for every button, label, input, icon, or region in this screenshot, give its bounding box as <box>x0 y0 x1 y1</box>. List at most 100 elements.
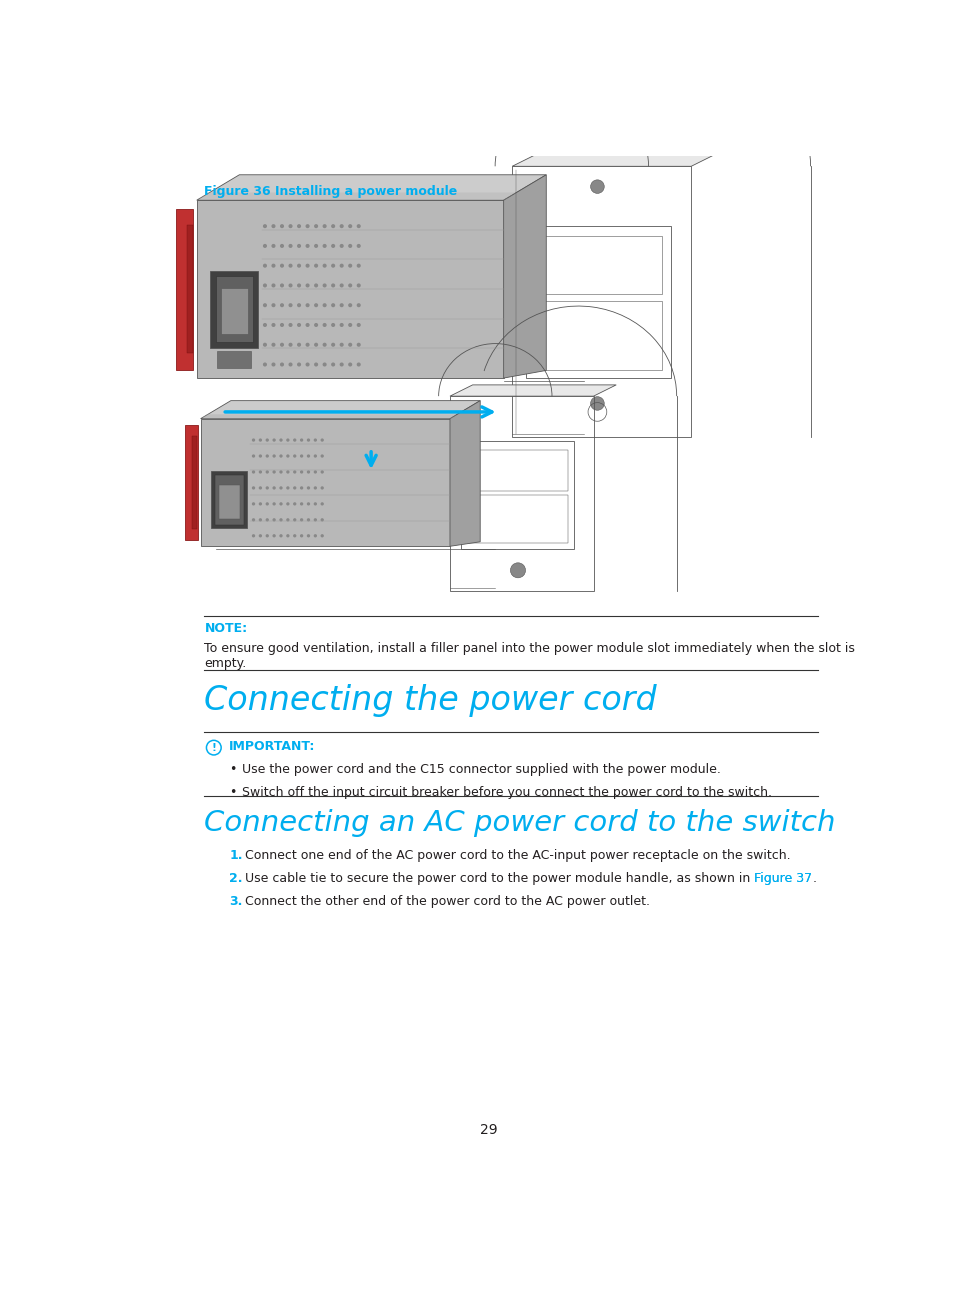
Circle shape <box>279 342 284 347</box>
Circle shape <box>314 470 316 473</box>
Circle shape <box>296 244 301 248</box>
Circle shape <box>258 455 262 457</box>
Circle shape <box>288 284 293 288</box>
Circle shape <box>305 342 310 347</box>
Polygon shape <box>503 175 546 378</box>
Text: IMPORTANT:: IMPORTANT: <box>229 740 315 753</box>
Circle shape <box>279 224 284 228</box>
Circle shape <box>299 534 303 538</box>
Circle shape <box>263 244 267 248</box>
Circle shape <box>314 342 317 347</box>
Circle shape <box>322 323 326 327</box>
Text: Figure 36 Installing a power module: Figure 36 Installing a power module <box>204 185 457 198</box>
Circle shape <box>279 323 284 327</box>
Circle shape <box>356 284 360 288</box>
Circle shape <box>356 342 360 347</box>
Circle shape <box>286 518 289 521</box>
Circle shape <box>307 438 310 442</box>
Circle shape <box>307 455 310 457</box>
Circle shape <box>252 455 254 457</box>
Circle shape <box>263 303 267 307</box>
Text: •: • <box>229 763 236 776</box>
Circle shape <box>286 438 289 442</box>
Circle shape <box>286 455 289 457</box>
Circle shape <box>320 455 323 457</box>
Bar <box>534 301 661 369</box>
Bar <box>214 474 243 525</box>
Circle shape <box>356 303 360 307</box>
Text: Figure 37: Figure 37 <box>753 872 811 885</box>
Circle shape <box>299 455 303 457</box>
Circle shape <box>258 503 262 505</box>
Circle shape <box>314 363 317 367</box>
Circle shape <box>348 224 352 228</box>
Circle shape <box>339 363 343 367</box>
Circle shape <box>279 244 284 248</box>
Circle shape <box>293 455 296 457</box>
Circle shape <box>314 224 317 228</box>
Circle shape <box>279 284 284 288</box>
Circle shape <box>348 303 352 307</box>
Circle shape <box>305 244 310 248</box>
Circle shape <box>348 284 352 288</box>
Circle shape <box>296 224 301 228</box>
Circle shape <box>348 263 352 268</box>
Circle shape <box>314 323 317 327</box>
Bar <box>466 450 567 491</box>
Text: Connect one end of the AC power cord to the AC-input power receptacle on the swi: Connect one end of the AC power cord to … <box>245 849 790 862</box>
Bar <box>176 209 193 369</box>
Circle shape <box>252 486 254 490</box>
Circle shape <box>320 534 323 538</box>
Polygon shape <box>512 152 721 166</box>
Circle shape <box>288 263 293 268</box>
Polygon shape <box>200 400 479 419</box>
Circle shape <box>331 263 335 268</box>
Circle shape <box>296 303 301 307</box>
Circle shape <box>314 455 316 457</box>
Circle shape <box>305 323 310 327</box>
Circle shape <box>331 303 335 307</box>
Circle shape <box>288 342 293 347</box>
Bar <box>525 226 670 378</box>
Bar <box>211 472 247 529</box>
Circle shape <box>590 180 603 193</box>
Circle shape <box>252 438 254 442</box>
Circle shape <box>339 244 343 248</box>
Circle shape <box>272 263 275 268</box>
Circle shape <box>263 263 267 268</box>
Circle shape <box>288 303 293 307</box>
Circle shape <box>293 534 296 538</box>
Circle shape <box>320 486 323 490</box>
Circle shape <box>348 244 352 248</box>
Text: To ensure good ventilation, install a filler panel into the power module slot im: To ensure good ventilation, install a fi… <box>204 642 855 670</box>
Circle shape <box>273 455 275 457</box>
Circle shape <box>279 438 282 442</box>
Circle shape <box>322 303 326 307</box>
Circle shape <box>356 224 360 228</box>
Circle shape <box>265 518 269 521</box>
Text: Switch off the input circuit breaker before you connect the power cord to the sw: Switch off the input circuit breaker bef… <box>241 787 771 800</box>
Circle shape <box>279 263 284 268</box>
Circle shape <box>356 244 360 248</box>
Bar <box>215 276 253 342</box>
Text: 1.: 1. <box>229 849 243 862</box>
Circle shape <box>356 263 360 268</box>
Circle shape <box>331 244 335 248</box>
Circle shape <box>296 342 301 347</box>
Circle shape <box>273 518 275 521</box>
Bar <box>460 441 574 550</box>
Circle shape <box>299 438 303 442</box>
Circle shape <box>293 470 296 473</box>
Circle shape <box>279 470 282 473</box>
Circle shape <box>263 363 267 367</box>
Circle shape <box>296 263 301 268</box>
Circle shape <box>356 323 360 327</box>
Circle shape <box>293 438 296 442</box>
Circle shape <box>348 342 352 347</box>
Circle shape <box>252 534 254 538</box>
Circle shape <box>314 244 317 248</box>
Bar <box>217 351 251 368</box>
Polygon shape <box>196 175 546 200</box>
Circle shape <box>265 534 269 538</box>
Circle shape <box>322 284 326 288</box>
